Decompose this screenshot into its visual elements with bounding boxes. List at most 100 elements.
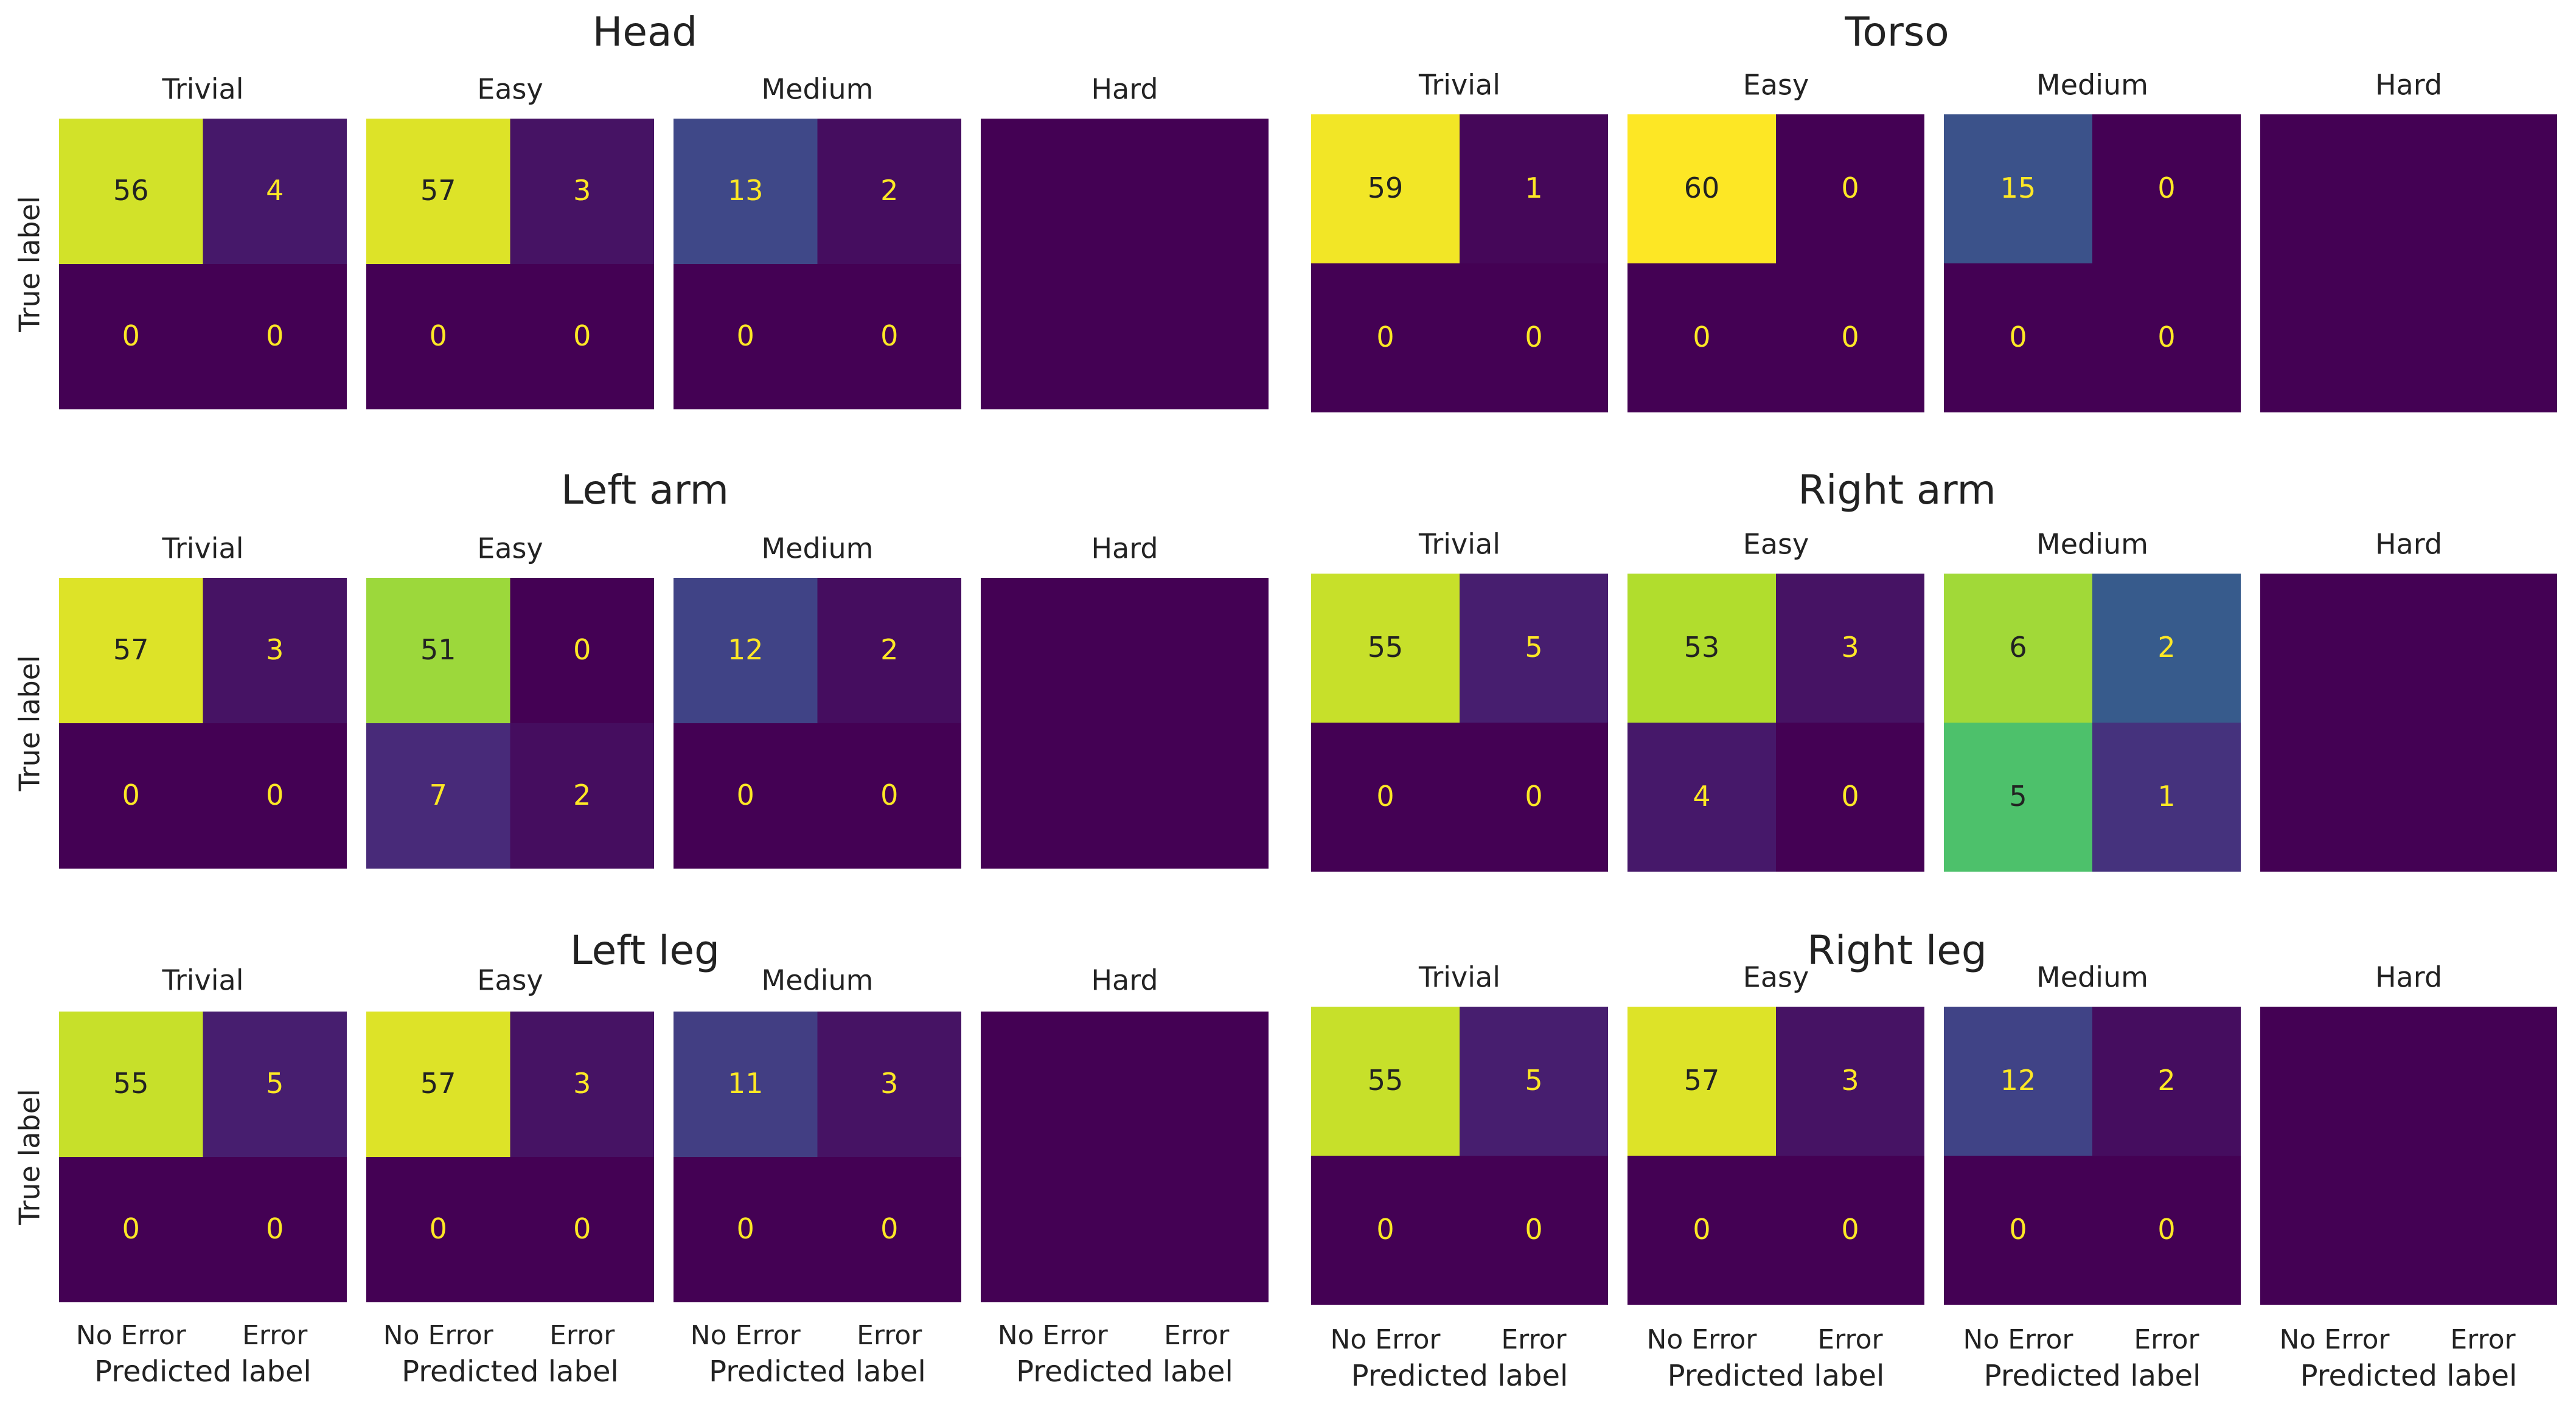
head-trivial-value-r1c0: 0: [122, 319, 140, 352]
torso-medium-cell-r0c1: [2092, 114, 2241, 263]
left-arm-medium-value-r0c1: 2: [880, 633, 898, 666]
left-arm-medium-cell-r0c1: [817, 578, 961, 723]
left-arm-trivial-cell-r1c1: [203, 723, 347, 869]
left-leg-easy-cell-r1c1: [510, 1157, 654, 1302]
right-leg-medium-cell-r1c1: [2092, 1156, 2241, 1305]
right-leg-medium-cell-r0c0: [1944, 1007, 2092, 1156]
head-medium-panel-title: Medium: [762, 73, 874, 106]
right-leg-medium-value-r0c1: 2: [2157, 1064, 2175, 1097]
left-leg-easy-cell-r1c0: [366, 1157, 510, 1302]
torso-medium-value-r0c0: 15: [2000, 172, 2036, 204]
right-leg-hard-cell-r1c0: [2260, 1156, 2409, 1305]
left-arm-trivial-cell-r0c0: [59, 578, 203, 723]
left-arm-hard-cell-r1c0: [981, 723, 1125, 869]
right-leg-hard-cell-r1c1: [2409, 1156, 2557, 1305]
head-easy-value-r1c0: 0: [430, 319, 447, 352]
left-arm-medium-cell-r0c0: [674, 578, 818, 723]
left-arm-trivial-cell-r0c1: [203, 578, 347, 723]
right-arm-medium-cell-r1c0: [1944, 723, 2092, 872]
right-arm-trivial-value-r1c1: 0: [1525, 780, 1542, 813]
right-arm-hard-panel-title: Hard: [2375, 528, 2442, 561]
left-arm-trivial-value-r0c1: 3: [266, 633, 284, 666]
right-arm-trivial-panel-title: Trivial: [1418, 528, 1500, 561]
right-leg-hard-cell-r0c0: [2260, 1007, 2409, 1156]
left-leg-easy-value-r1c1: 0: [573, 1212, 591, 1245]
head-medium-cell-r1c1: [817, 264, 961, 409]
left-leg-medium-cell-r0c1: [817, 1012, 961, 1157]
head-trivial-value-r1c1: 0: [266, 319, 284, 352]
left-arm-medium-value-r1c0: 0: [737, 779, 754, 811]
head-medium-value-r0c1: 2: [880, 174, 898, 207]
right-arm-easy-value-r1c0: 4: [1693, 780, 1710, 813]
torso-hard-cell-r1c1: [2409, 263, 2557, 412]
right-leg-medium-xlabel: Predicted label: [1984, 1359, 2201, 1393]
head-trivial-value-r0c0: 56: [113, 174, 149, 207]
left-leg-hard-xlabel: Predicted label: [1016, 1355, 1233, 1389]
torso-hard-panel-title: Hard: [2375, 69, 2442, 102]
right-arm-trivial-cell-r0c1: [1460, 574, 1608, 723]
left-arm-trivial-value-r1c0: 0: [122, 779, 140, 811]
left-leg-hard-cell-r1c0: [981, 1157, 1125, 1302]
left-leg-medium-value-r0c1: 3: [880, 1067, 898, 1100]
right-leg-medium-cell-r1c0: [1944, 1156, 2092, 1305]
head-group-title: Head: [593, 9, 698, 55]
head-easy-value-r0c0: 57: [420, 174, 456, 207]
right-arm-easy-value-r0c1: 3: [1841, 631, 1859, 664]
left-leg-easy-xtick-error: Error: [549, 1320, 615, 1351]
left-leg-medium-value-r1c1: 0: [880, 1212, 898, 1245]
right-arm-medium-value-r1c0: 5: [2009, 780, 2027, 813]
left-leg-easy-value-r0c1: 3: [573, 1067, 591, 1100]
left-arm-hard-cell-r0c1: [1124, 578, 1269, 723]
right-leg-easy-cell-r1c1: [1776, 1156, 1924, 1305]
head-hard-cell-r0c0: [981, 119, 1125, 264]
right-leg-medium-value-r1c1: 0: [2157, 1213, 2175, 1246]
left-arm-medium-value-r1c1: 0: [880, 779, 898, 811]
right-leg-medium-xtick-error: Error: [2134, 1324, 2199, 1355]
head-trivial-cell-r0c0: [59, 119, 203, 264]
right-leg-easy-xtick-no-error: No Error: [1646, 1324, 1757, 1355]
head-easy-value-r1c1: 0: [573, 319, 591, 352]
right-leg-trivial-value-r0c1: 5: [1525, 1064, 1542, 1097]
left-leg-medium-panel-title: Medium: [762, 964, 874, 997]
right-leg-trivial-panel-title: Trivial: [1418, 961, 1500, 994]
left-arm-trivial-value-r0c0: 57: [113, 633, 149, 666]
right-arm-hard-cell-r1c0: [2260, 723, 2409, 872]
left-leg-trivial-value-r0c0: 55: [113, 1067, 149, 1100]
left-arm-easy-cell-r0c0: [366, 578, 510, 723]
right-leg-trivial-cell-r1c1: [1460, 1156, 1608, 1305]
left-leg-ylabel: True label: [13, 1089, 46, 1226]
right-arm-easy-cell-r0c0: [1627, 574, 1776, 723]
right-arm-easy-cell-r1c1: [1776, 723, 1924, 872]
left-arm-easy-cell-r1c0: [366, 723, 510, 869]
left-leg-hard-cell-r0c1: [1124, 1012, 1269, 1157]
left-leg-trivial-cell-r0c1: [203, 1012, 347, 1157]
head-hard-cell-r1c0: [981, 264, 1125, 409]
right-leg-trivial-value-r1c1: 0: [1525, 1213, 1542, 1246]
left-arm-trivial-cell-r1c0: [59, 723, 203, 869]
right-leg-easy-cell-r0c0: [1627, 1007, 1776, 1156]
right-arm-easy-value-r0c0: 53: [1684, 631, 1720, 664]
torso-medium-cell-r1c1: [2092, 263, 2241, 412]
right-leg-easy-value-r1c0: 0: [1693, 1213, 1710, 1246]
left-arm-medium-cell-r1c1: [817, 723, 961, 869]
left-arm-easy-value-r1c0: 7: [430, 779, 447, 811]
right-arm-trivial-cell-r1c0: [1311, 723, 1460, 872]
torso-hard-cell-r1c0: [2260, 263, 2409, 412]
right-arm-hard-cell-r0c1: [2409, 574, 2557, 723]
right-arm-medium-value-r0c0: 6: [2009, 631, 2027, 664]
right-leg-easy-value-r0c1: 3: [1841, 1064, 1859, 1097]
left-arm-trivial-value-r1c1: 0: [266, 779, 284, 811]
right-leg-trivial-xtick-error: Error: [1501, 1324, 1567, 1355]
right-leg-medium-value-r0c0: 12: [2000, 1064, 2036, 1097]
torso-trivial-value-r0c0: 59: [1368, 172, 1404, 204]
head-medium-cell-r1c0: [674, 264, 818, 409]
right-leg-easy-panel-title: Easy: [1743, 961, 1809, 994]
left-arm-hard-panel-title: Hard: [1091, 532, 1158, 565]
torso-trivial-cell-r1c0: [1311, 263, 1460, 412]
right-arm-easy-cell-r0c1: [1776, 574, 1924, 723]
right-arm-medium-value-r0c1: 2: [2157, 631, 2175, 664]
torso-easy-panel-title: Easy: [1743, 69, 1809, 102]
torso-medium-value-r0c1: 0: [2157, 172, 2175, 204]
torso-easy-cell-r1c1: [1776, 263, 1924, 412]
